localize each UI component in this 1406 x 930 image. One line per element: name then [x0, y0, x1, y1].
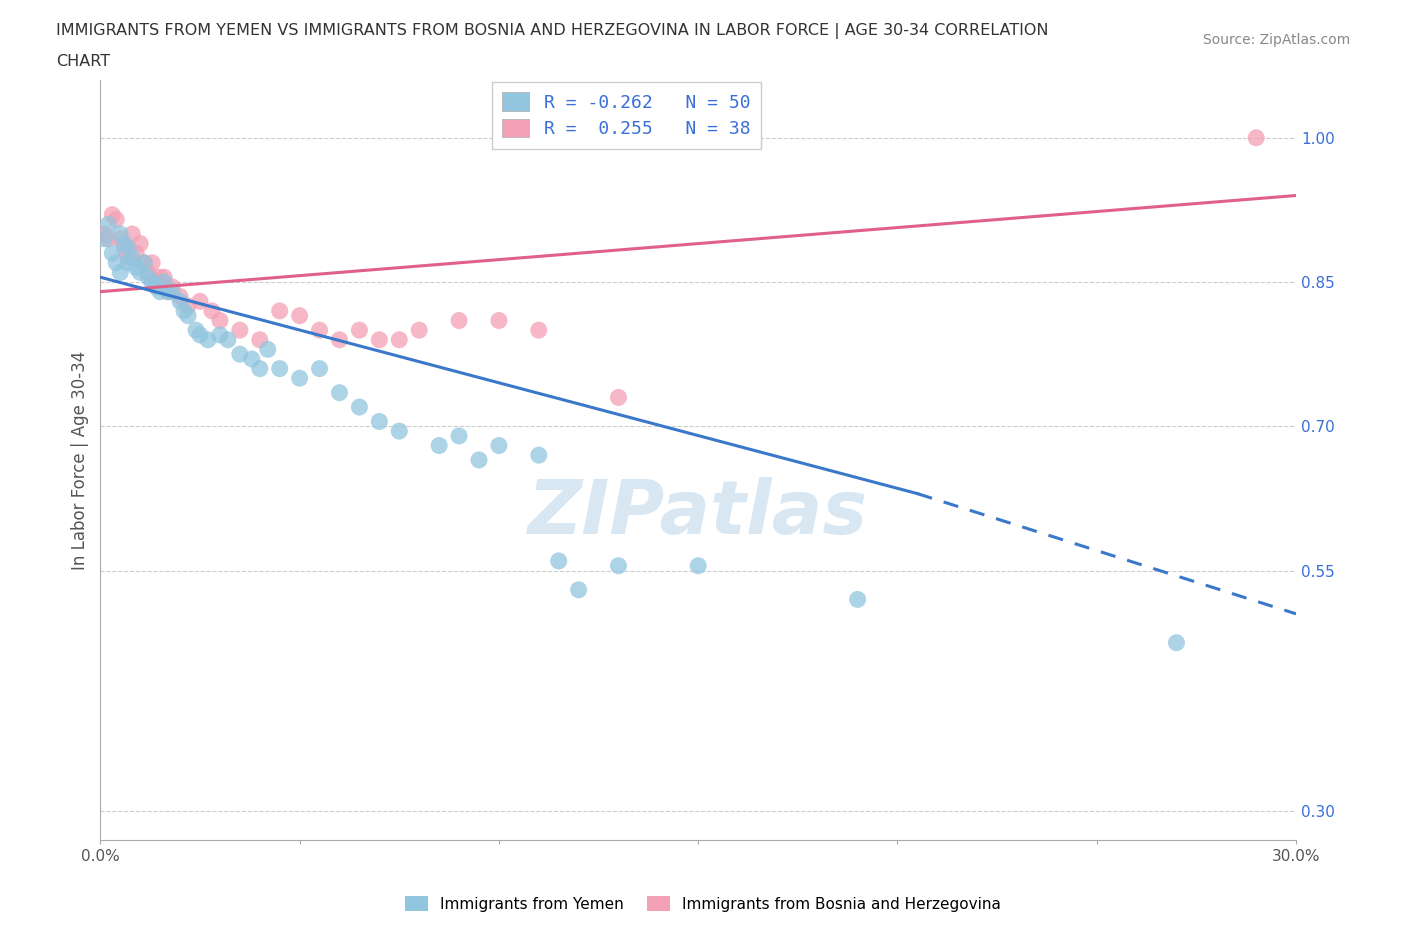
- Point: [328, 332, 350, 347]
- Point: [846, 592, 869, 607]
- Point: [527, 323, 550, 338]
- Point: [141, 256, 163, 271]
- Point: [201, 303, 224, 318]
- Point: [308, 323, 330, 338]
- Point: [368, 414, 391, 429]
- Point: [149, 285, 172, 299]
- Point: [468, 453, 491, 468]
- Point: [110, 232, 132, 246]
- Point: [488, 438, 510, 453]
- Point: [568, 582, 591, 597]
- Point: [129, 236, 152, 251]
- Point: [153, 274, 176, 289]
- Point: [157, 285, 180, 299]
- Point: [117, 256, 139, 271]
- Point: [145, 279, 167, 294]
- Point: [249, 361, 271, 376]
- Point: [134, 256, 156, 271]
- Point: [229, 323, 252, 338]
- Point: [121, 227, 143, 242]
- Point: [145, 274, 167, 289]
- Point: [249, 332, 271, 347]
- Point: [308, 361, 330, 376]
- Point: [1166, 635, 1188, 650]
- Text: Source: ZipAtlas.com: Source: ZipAtlas.com: [1202, 33, 1350, 46]
- Point: [527, 447, 550, 462]
- Point: [208, 313, 231, 328]
- Point: [240, 352, 263, 366]
- Y-axis label: In Labor Force | Age 30-34: In Labor Force | Age 30-34: [72, 351, 89, 569]
- Point: [388, 332, 411, 347]
- Text: CHART: CHART: [56, 54, 110, 69]
- Point: [97, 232, 120, 246]
- Point: [101, 207, 124, 222]
- Point: [188, 294, 211, 309]
- Point: [349, 400, 371, 415]
- Point: [160, 279, 183, 294]
- Point: [184, 323, 207, 338]
- Point: [125, 260, 148, 275]
- Point: [125, 246, 148, 260]
- Point: [105, 212, 128, 227]
- Point: [101, 246, 124, 260]
- Point: [160, 285, 183, 299]
- Point: [117, 241, 139, 256]
- Point: [229, 347, 252, 362]
- Point: [134, 256, 156, 271]
- Point: [607, 558, 630, 573]
- Point: [117, 250, 139, 265]
- Point: [188, 327, 211, 342]
- Point: [349, 323, 371, 338]
- Legend: R = -0.262   N = 50, R =  0.255   N = 38: R = -0.262 N = 50, R = 0.255 N = 38: [492, 82, 762, 149]
- Point: [217, 332, 239, 347]
- Point: [177, 299, 200, 313]
- Point: [112, 241, 135, 256]
- Point: [173, 303, 195, 318]
- Point: [288, 308, 311, 323]
- Point: [169, 294, 191, 309]
- Point: [368, 332, 391, 347]
- Point: [149, 270, 172, 285]
- Point: [427, 438, 450, 453]
- Point: [112, 236, 135, 251]
- Point: [208, 327, 231, 342]
- Point: [129, 265, 152, 280]
- Point: [157, 285, 180, 299]
- Point: [408, 323, 430, 338]
- Point: [328, 385, 350, 400]
- Point: [110, 265, 132, 280]
- Point: [269, 361, 291, 376]
- Point: [256, 342, 278, 357]
- Point: [197, 332, 219, 347]
- Text: ZIPatlas: ZIPatlas: [529, 477, 868, 550]
- Point: [547, 553, 569, 568]
- Point: [136, 270, 159, 285]
- Point: [607, 390, 630, 405]
- Point: [177, 308, 200, 323]
- Point: [288, 371, 311, 386]
- Point: [93, 232, 115, 246]
- Point: [269, 303, 291, 318]
- Point: [447, 429, 470, 444]
- Point: [121, 250, 143, 265]
- Text: IMMIGRANTS FROM YEMEN VS IMMIGRANTS FROM BOSNIA AND HERZEGOVINA IN LABOR FORCE |: IMMIGRANTS FROM YEMEN VS IMMIGRANTS FROM…: [56, 23, 1049, 39]
- Point: [93, 227, 115, 242]
- Point: [488, 313, 510, 328]
- Point: [153, 270, 176, 285]
- Point: [105, 256, 128, 271]
- Point: [141, 274, 163, 289]
- Point: [1244, 130, 1267, 145]
- Point: [388, 424, 411, 439]
- Legend: Immigrants from Yemen, Immigrants from Bosnia and Herzegovina: Immigrants from Yemen, Immigrants from B…: [399, 890, 1007, 918]
- Point: [169, 289, 191, 304]
- Point: [688, 558, 710, 573]
- Point: [136, 265, 159, 280]
- Point: [110, 227, 132, 242]
- Point: [447, 313, 470, 328]
- Point: [97, 217, 120, 232]
